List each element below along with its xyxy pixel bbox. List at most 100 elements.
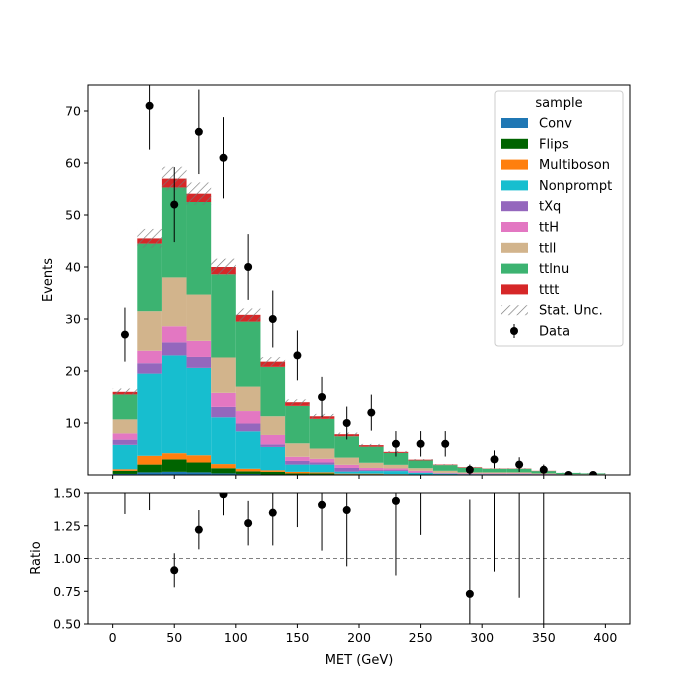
bar-nonprompt bbox=[235, 431, 261, 469]
y-tick-label: 70 bbox=[65, 104, 81, 119]
series-flips bbox=[112, 459, 433, 475]
bar-ttll bbox=[408, 468, 433, 471]
bar-ttll bbox=[334, 457, 359, 465]
x-tick-label: 100 bbox=[224, 630, 248, 645]
legend-entry-data: Data bbox=[510, 324, 570, 340]
bar-multiboson bbox=[112, 469, 138, 471]
bar-txq bbox=[309, 462, 335, 465]
bar-tth bbox=[506, 473, 532, 474]
bar-flips bbox=[260, 471, 286, 475]
bar-multiboson bbox=[260, 470, 286, 472]
bar-ttll bbox=[260, 416, 286, 435]
legend-label: Data bbox=[539, 325, 570, 340]
bar-txq bbox=[260, 444, 286, 447]
legend-title: sample bbox=[535, 96, 582, 111]
bar-multiboson bbox=[285, 471, 310, 474]
bar-tth bbox=[137, 350, 162, 364]
y-tick-label: 60 bbox=[65, 156, 81, 171]
bar-ttll bbox=[482, 472, 507, 474]
bar-tth bbox=[235, 411, 261, 424]
legend-label: ttH bbox=[539, 221, 559, 236]
bar-ttll bbox=[285, 443, 310, 457]
legend-label: Stat. Unc. bbox=[539, 304, 603, 319]
ratio-point bbox=[244, 519, 253, 528]
ratio-point bbox=[391, 496, 400, 505]
x-tick-label: 400 bbox=[593, 630, 617, 645]
stat-unc-band bbox=[211, 258, 236, 276]
bar-flips bbox=[211, 468, 236, 474]
bar-txq bbox=[137, 363, 162, 374]
ratio-point bbox=[318, 500, 327, 509]
main-y-axis-label: Events bbox=[41, 258, 56, 302]
bar-nonprompt bbox=[137, 373, 162, 456]
ratio-point bbox=[441, 266, 449, 274]
ratio-point bbox=[219, 493, 228, 499]
bar-ttll bbox=[235, 386, 261, 412]
data-point bbox=[268, 315, 277, 323]
bar-tth bbox=[161, 326, 187, 343]
bar-nonprompt bbox=[186, 367, 212, 456]
bar-tth bbox=[285, 456, 310, 461]
legend-entry-ttll: ttll bbox=[501, 241, 556, 256]
ratio-point bbox=[146, 482, 154, 490]
y-tick-label: 10 bbox=[65, 416, 81, 431]
bar-conv bbox=[186, 472, 212, 475]
ratio-points bbox=[124, 266, 545, 624]
bar-ttlnu bbox=[137, 243, 162, 312]
bar-multiboson bbox=[309, 472, 335, 474]
bar-txq bbox=[359, 470, 384, 472]
bar-ttll bbox=[432, 470, 458, 473]
bar-nonprompt bbox=[383, 471, 409, 475]
bar-tth bbox=[432, 472, 458, 474]
bar-ttll bbox=[186, 294, 212, 341]
bar-nonprompt bbox=[506, 474, 532, 475]
data-point bbox=[441, 439, 450, 448]
ratio-point bbox=[515, 371, 523, 379]
bar-txq bbox=[112, 439, 138, 445]
legend-swatch bbox=[501, 242, 528, 253]
legend-entry-txq: tXq bbox=[501, 200, 561, 215]
stat-unc-band bbox=[112, 388, 138, 396]
legend-label: Conv bbox=[539, 117, 572, 132]
bar-nonprompt bbox=[260, 446, 286, 471]
bar-flips bbox=[309, 473, 335, 475]
y-tick-label: 40 bbox=[65, 260, 81, 275]
bar-txq bbox=[383, 470, 409, 472]
data-point bbox=[318, 393, 327, 401]
series-nonprompt bbox=[112, 355, 606, 475]
bar-ttlnu bbox=[211, 274, 236, 358]
data-point bbox=[564, 471, 573, 475]
bar-nonprompt bbox=[432, 473, 458, 475]
legend-label: ttlnu bbox=[539, 262, 569, 277]
legend-label: ttll bbox=[539, 241, 556, 256]
bar-conv bbox=[235, 473, 261, 475]
legend-label: Multiboson bbox=[539, 158, 610, 173]
main-x-ticks bbox=[112, 475, 606, 479]
bar-txq bbox=[235, 423, 261, 432]
bar-ttlnu bbox=[408, 460, 433, 469]
bar-txq bbox=[285, 460, 310, 465]
bar-flips bbox=[359, 474, 384, 475]
x-tick-label: 300 bbox=[470, 630, 494, 645]
ratio-point bbox=[491, 358, 499, 366]
bar-nonprompt bbox=[112, 444, 138, 470]
ratio-point bbox=[296, 493, 299, 494]
legend-swatch bbox=[501, 284, 528, 295]
ratio-point bbox=[342, 506, 351, 515]
bar-tth bbox=[211, 392, 236, 407]
legend-entry-ttlnu: ttlnu bbox=[501, 262, 569, 277]
bar-ttll bbox=[137, 311, 162, 351]
data-point bbox=[170, 200, 179, 209]
y-tick-label: 0.75 bbox=[53, 584, 81, 599]
data-point bbox=[515, 460, 524, 469]
data-point bbox=[120, 330, 129, 339]
legend-swatch bbox=[501, 118, 528, 128]
bar-txq bbox=[186, 356, 212, 368]
bar-flips bbox=[235, 471, 261, 474]
legend-swatch bbox=[501, 305, 528, 316]
data-point bbox=[219, 153, 228, 162]
y-tick-label: 20 bbox=[65, 364, 81, 379]
stat-unc-band bbox=[186, 182, 212, 205]
ratio-point bbox=[194, 525, 203, 534]
